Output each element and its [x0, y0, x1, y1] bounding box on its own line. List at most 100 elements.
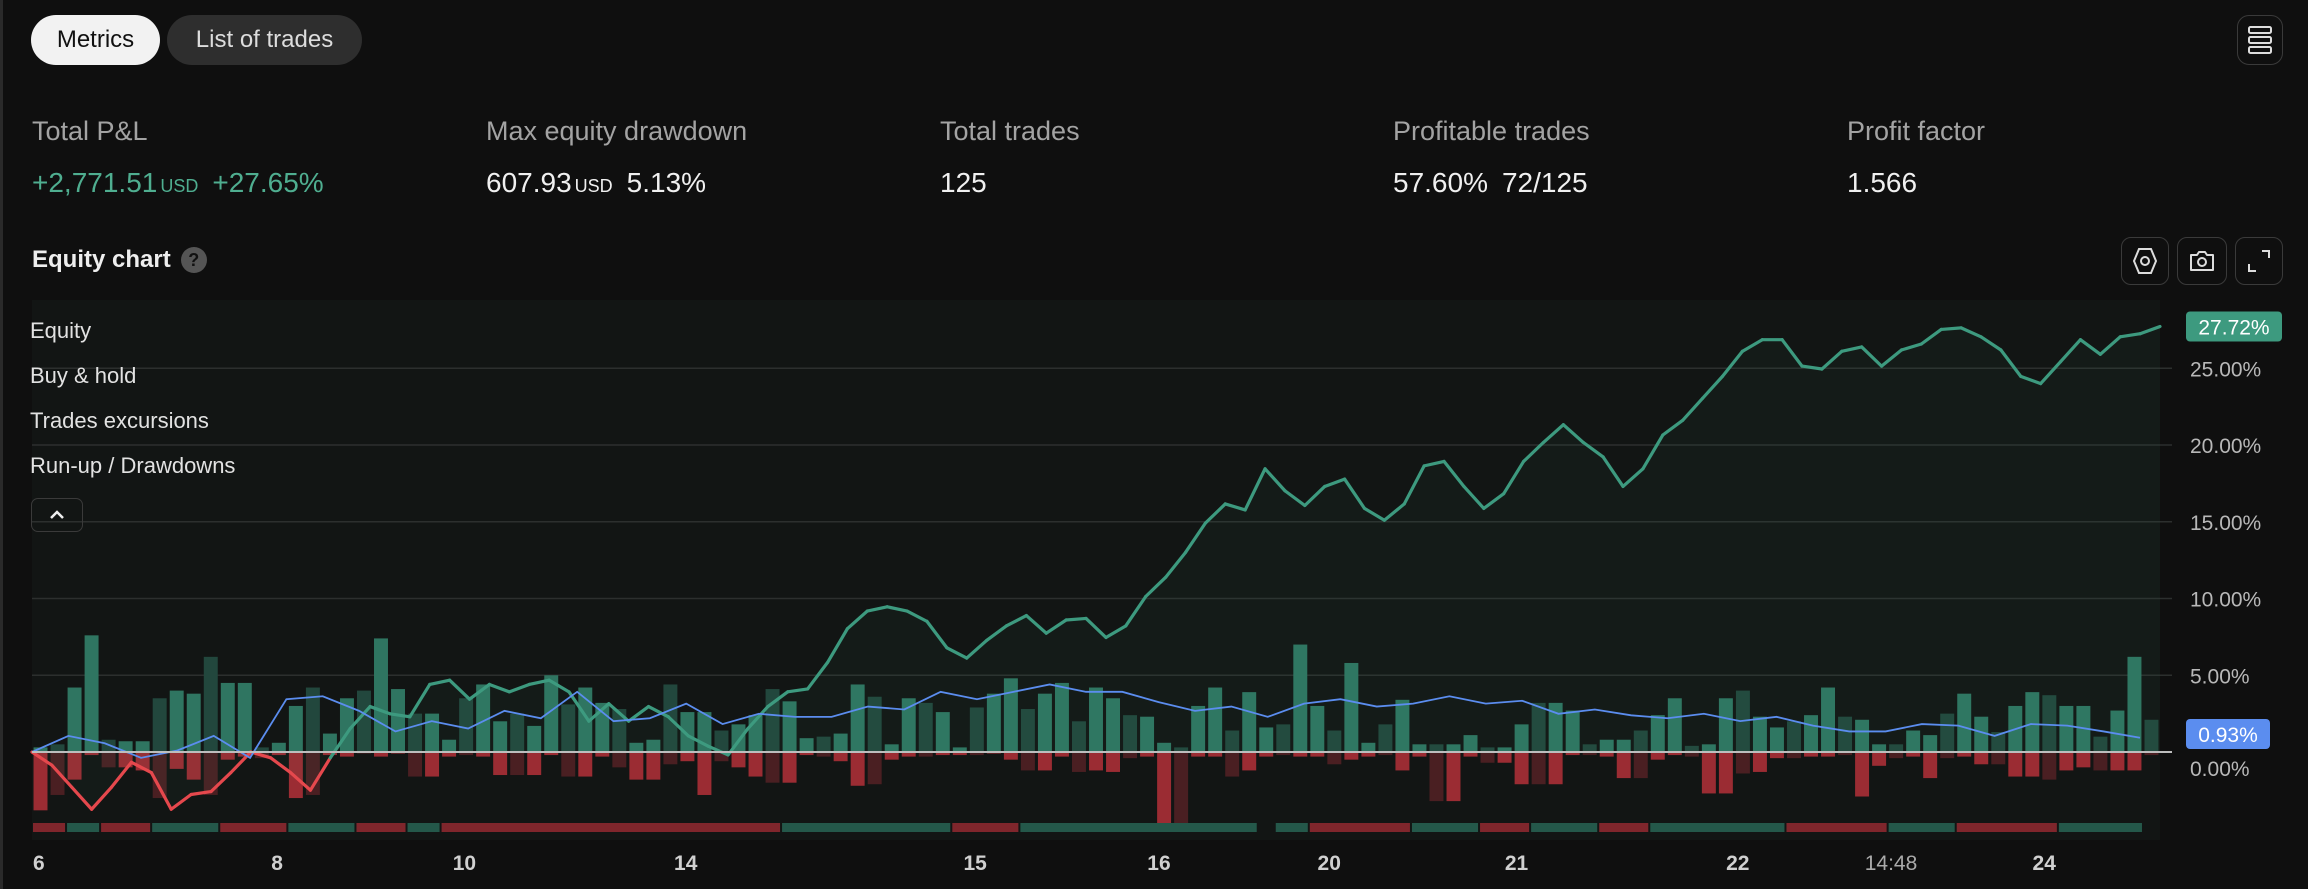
equity-line-segment: [1144, 575, 1168, 599]
drawdown-bar: [663, 752, 678, 765]
equity-line-segment: [1402, 464, 1426, 506]
x-tick-label: 24: [2033, 852, 2057, 875]
equity-line-segment: [1621, 467, 1645, 489]
equity-line-segment: [189, 790, 213, 797]
drawdown-bar: [2144, 752, 2159, 756]
equity-line-segment: [1641, 433, 1665, 471]
equity-line-segment: [507, 682, 531, 694]
runup-bar: [1054, 682, 1069, 752]
runup-bar: [1225, 730, 1240, 752]
equity-line-segment: [1362, 506, 1386, 522]
legend-collapse-button[interactable]: [31, 498, 83, 532]
runup-bar: [1667, 698, 1682, 752]
y-tick-label: 5.00%: [2190, 665, 2250, 688]
runup-bar: [1769, 727, 1784, 752]
runup-bar: [1940, 713, 1955, 752]
equity-line-segment: [1084, 616, 1108, 640]
layout-menu-button[interactable]: [2237, 15, 2283, 65]
period-strip-segment: [2058, 823, 2142, 832]
drawdown-bar: [578, 752, 593, 777]
legend-runup-drawdowns[interactable]: Run-up / Drawdowns: [30, 453, 236, 478]
runup-bar: [1582, 744, 1597, 752]
runup-bar: [152, 698, 167, 752]
equity-line-segment: [2098, 335, 2122, 356]
period-strip-segment: [288, 823, 355, 832]
equity-line-segment: [1462, 484, 1486, 510]
tab-metrics[interactable]: Metrics: [31, 15, 160, 65]
drawdown-bar: [1344, 752, 1359, 760]
drawdown-bar: [884, 752, 899, 760]
drawdown-bar: [408, 752, 423, 777]
runup-bar: [629, 742, 644, 752]
drawdown-bar: [1718, 752, 1733, 794]
equity-line-segment: [845, 609, 869, 631]
buy-hold-last-value: 0.93%: [2198, 724, 2258, 747]
runup-bar: [1293, 644, 1308, 752]
equity-line-segment: [1561, 423, 1585, 444]
metric-percent: 57.60%: [1393, 167, 1488, 198]
runup-bar: [1310, 705, 1325, 752]
drawdown-bar: [1735, 752, 1750, 774]
drawdown-bar: [1940, 752, 1955, 759]
runup-bar: [1855, 719, 1870, 752]
runup-bar: [1276, 724, 1291, 752]
runup-bar: [1923, 735, 1938, 752]
drawdown-bar: [1855, 752, 1870, 797]
equity-line-segment: [2078, 338, 2102, 356]
metric-profitable-trades: Profitable trades 57.60% 72/125: [1393, 116, 1590, 199]
chart-settings-button[interactable]: [2121, 237, 2169, 285]
runup-bar: [1684, 745, 1699, 752]
equity-line-segment: [1323, 477, 1347, 489]
runup-bar: [680, 712, 695, 752]
equity-line-segment: [766, 690, 790, 709]
period-strip-segment: [1309, 823, 1410, 832]
metric-label: Profit factor: [1847, 116, 1986, 146]
x-tick-label: 10: [453, 852, 476, 875]
menu-rows-icon: [2248, 26, 2272, 54]
legend-trades-excursions[interactable]: Trades excursions: [30, 408, 209, 433]
runup-bar: [1480, 747, 1495, 752]
drawdown-bar: [1872, 752, 1887, 766]
runup-bar: [1974, 716, 1989, 752]
y-tick-label: 15.00%: [2190, 512, 2261, 535]
equity-line-segment: [1840, 345, 1864, 353]
runup-bar: [203, 656, 218, 752]
equity-line-segment: [1183, 521, 1207, 555]
drawdown-bar: [1752, 752, 1767, 772]
drawdown-bar: [1003, 752, 1018, 760]
equity-line-segment: [985, 624, 1009, 643]
runup-bar: [2110, 710, 2125, 752]
equity-line-segment: [129, 760, 153, 775]
drawdown-bar: [1463, 752, 1478, 757]
metric-value: +2,771.51: [32, 167, 158, 198]
drawdown-bar: [288, 752, 303, 799]
equity-line-segment: [1681, 396, 1705, 422]
runup-bar: [1157, 742, 1172, 752]
fullscreen-button[interactable]: [2235, 237, 2283, 285]
drawdown-bar: [2110, 752, 2125, 771]
runup-bar: [1020, 709, 1035, 752]
equity-line-segment: [527, 678, 551, 687]
period-strip-segment: [1275, 823, 1308, 832]
drawdown-bar: [1071, 752, 1086, 772]
drawdown-bar: [1225, 752, 1240, 777]
period-strip-segment: [407, 823, 440, 832]
equity-line-segment: [726, 726, 750, 757]
drawdown-bar: [2059, 752, 2074, 771]
drawdown-bar: [527, 752, 542, 776]
equity-chart[interactable]: 0.00% 5.00% 10.00% 15.00% 20.00% 25.00% 6 8 10 14…: [0, 290, 2308, 889]
legend-equity[interactable]: Equity: [30, 318, 92, 343]
runup-bar: [391, 689, 405, 752]
drawdown-bar: [1037, 752, 1052, 771]
period-strip-segment: [1599, 823, 1649, 832]
question-icon[interactable]: ?: [180, 247, 207, 273]
runup-bar: [544, 675, 559, 752]
tab-list-of-trades[interactable]: List of trades: [167, 15, 362, 65]
drawdown-bar: [1208, 752, 1223, 757]
drawdown-bar: [731, 752, 746, 768]
legend-buy-hold[interactable]: Buy & hold: [30, 363, 137, 388]
equity-line-segment: [368, 704, 392, 716]
drawdown-bar: [1361, 752, 1376, 757]
screenshot-button[interactable]: [2177, 237, 2227, 285]
period-strip-segment: [1531, 823, 1598, 832]
